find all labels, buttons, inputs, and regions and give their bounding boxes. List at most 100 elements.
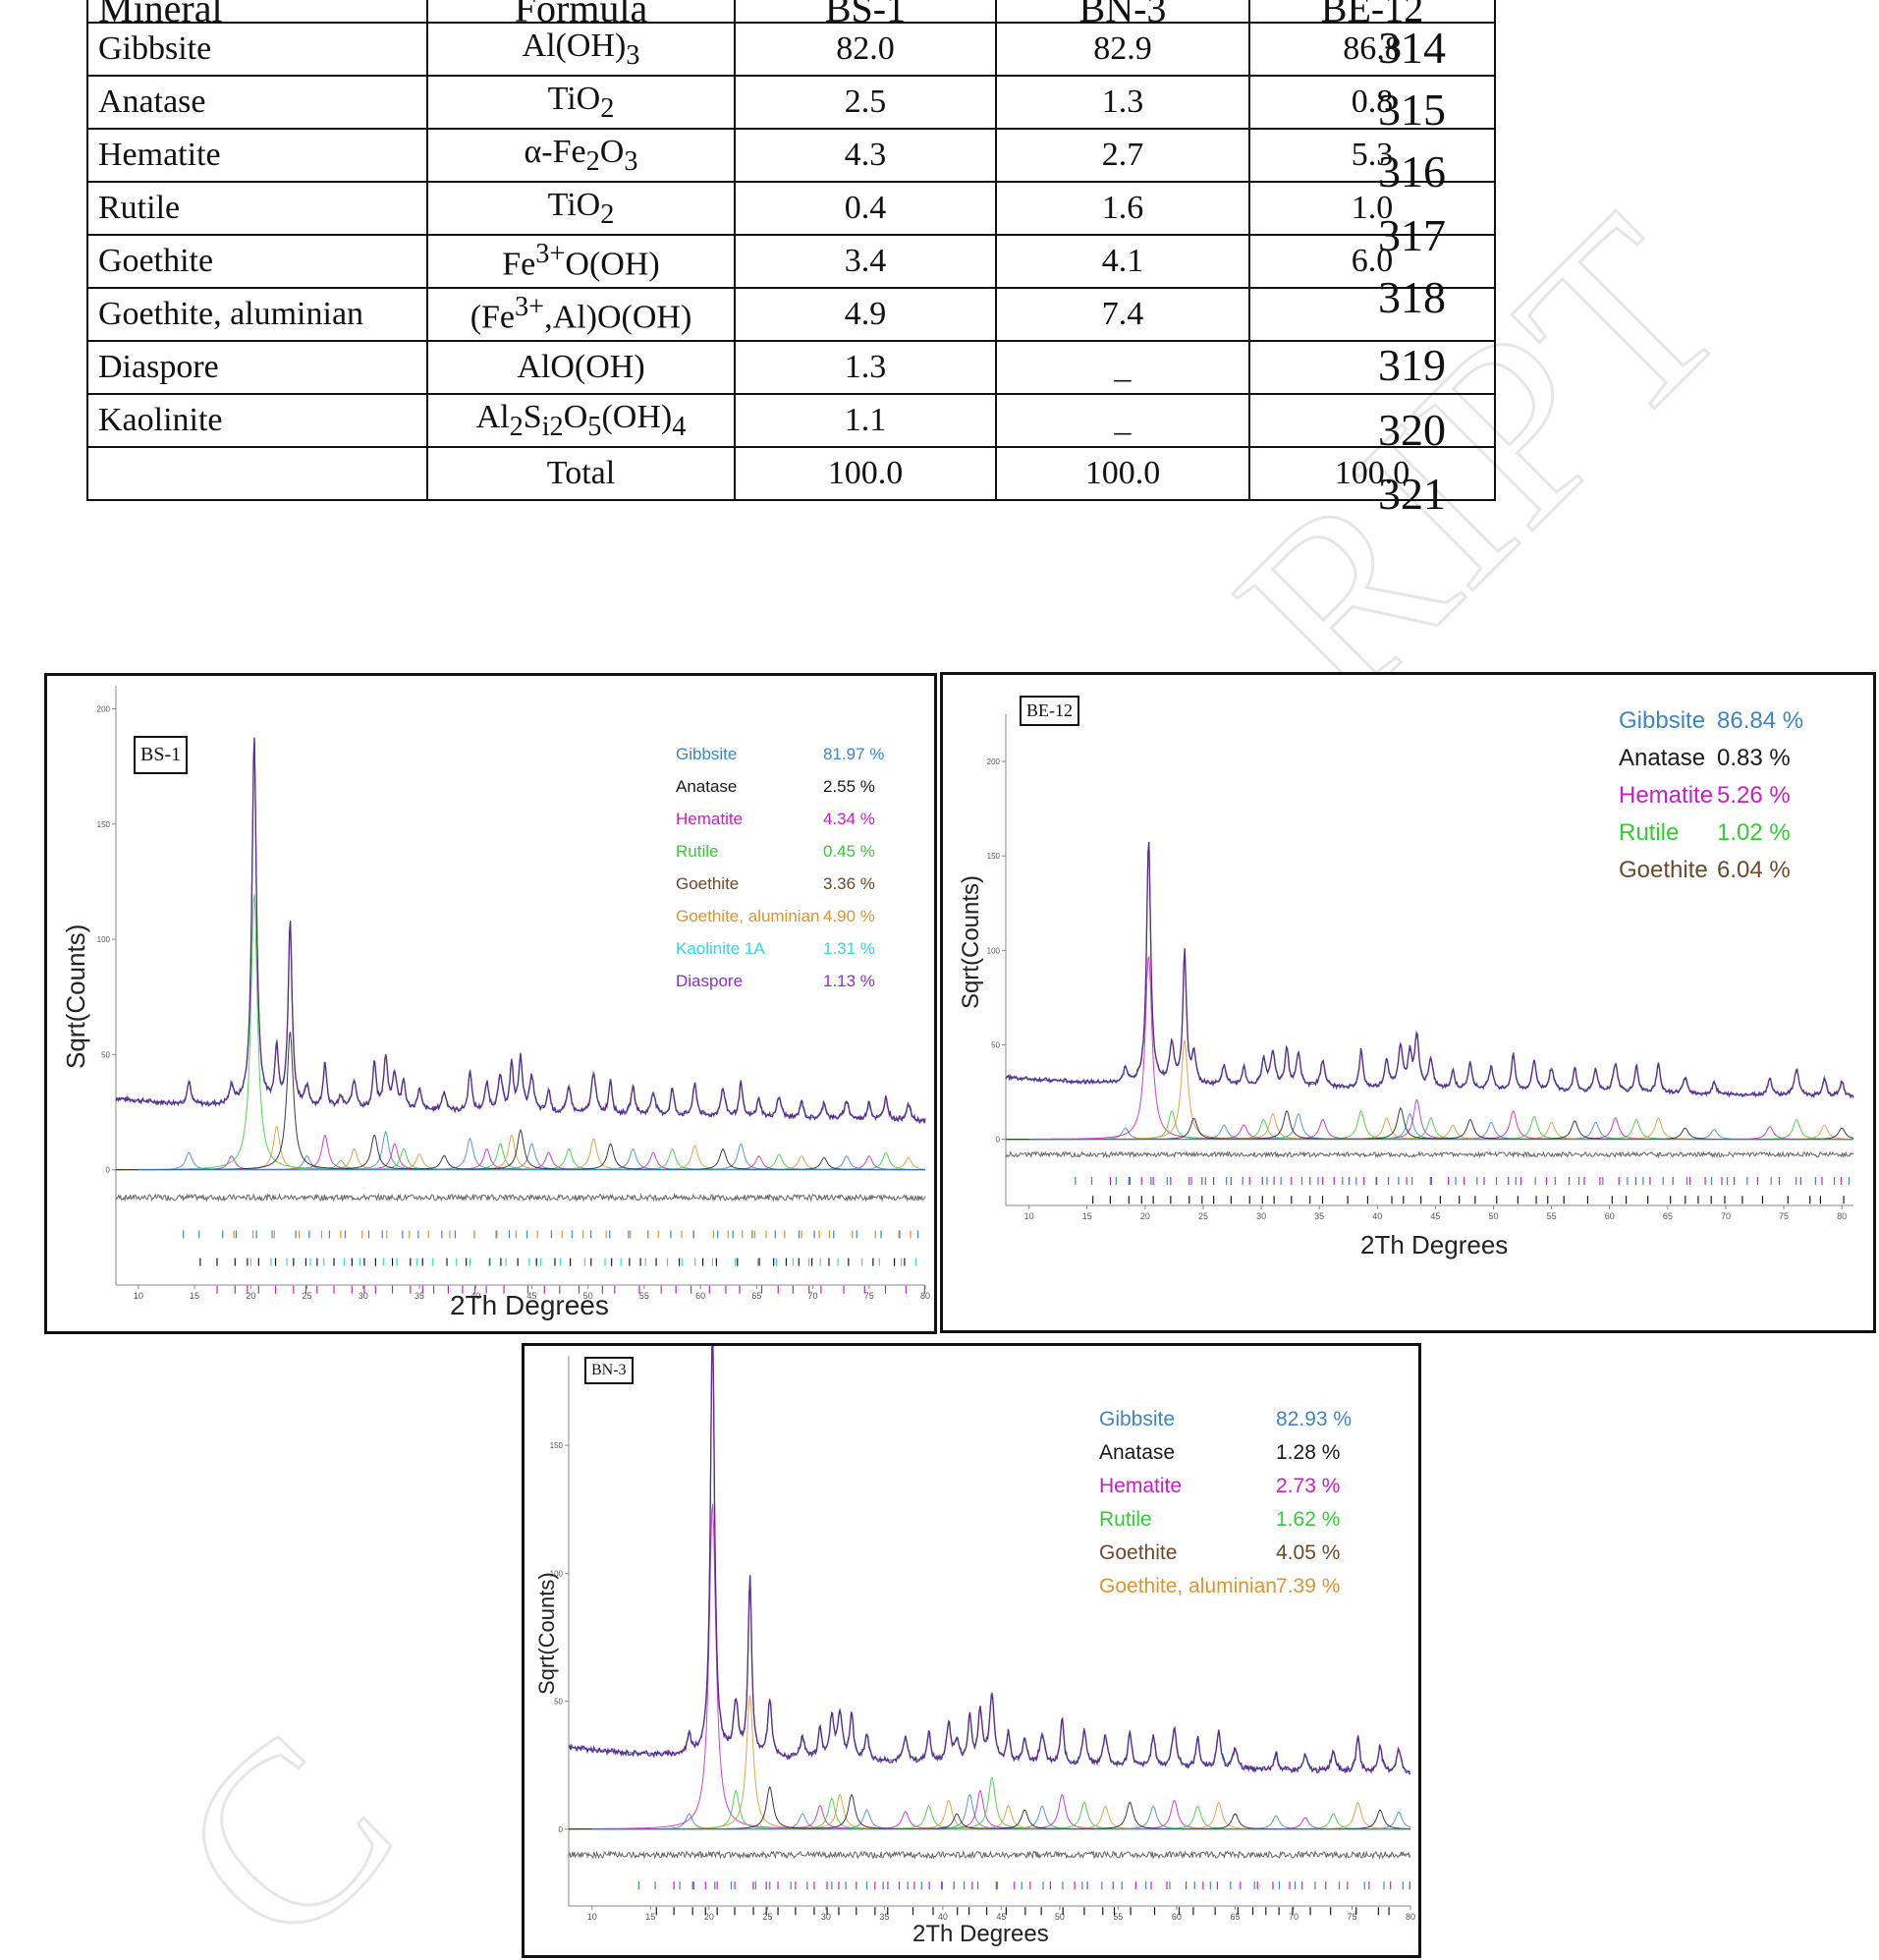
y-tick-label: 200	[97, 704, 111, 713]
panel-title: BS-1	[134, 736, 189, 774]
legend-phase-value: 82.93 %	[1276, 1408, 1353, 1430]
table-row: Total 100.0 100.0 100.0	[86, 446, 1496, 501]
y-tick-label: 150	[550, 1441, 564, 1450]
x-tick-label: 80	[920, 1291, 930, 1301]
mineral-cell: Hematite	[86, 128, 428, 183]
line-number: 314	[1378, 23, 1446, 73]
legend-entry: Rutile 1.02 %	[1619, 819, 1803, 857]
legend-phase-name: Goethite, aluminian	[676, 907, 820, 925]
legend-entry: Goethite 3.36 %	[676, 874, 884, 907]
be12-value: 100.0	[1248, 446, 1496, 501]
legend-entry: Kaolinite 1A 1.31 %	[676, 939, 884, 972]
legend-entry: Anatase 0.83 %	[1619, 745, 1803, 782]
legend-phase-value: 86.84 %	[1717, 707, 1804, 734]
x-tick-label: 20	[1140, 1211, 1150, 1221]
svg-text:C: C	[125, 1679, 445, 1960]
y-tick-label: 150	[987, 852, 1001, 861]
bn3-value: _	[995, 340, 1250, 395]
be12-value	[1248, 340, 1496, 395]
x-tick-label: 80	[1837, 1211, 1847, 1221]
be12-value: 86.8	[1248, 22, 1496, 77]
x-tick-label: 30	[1256, 1211, 1266, 1221]
x-tick-label: 30	[821, 1912, 831, 1922]
y-tick-label: 50	[991, 1041, 1000, 1050]
mineral-cell: Kaolinite	[86, 393, 428, 448]
legend-phase-value: 1.13 %	[823, 972, 875, 990]
legend-phase-name: Hematite	[1619, 782, 1714, 809]
y-axis-label: Sqrt(Counts)	[61, 924, 90, 1069]
legend-entry: Goethite, aluminian 4.90 %	[676, 907, 884, 939]
bn3-value: 2.7	[995, 128, 1250, 183]
legend-phase-name: Gibbsite	[1099, 1408, 1176, 1430]
x-axis-label: 2Th Degrees	[912, 1921, 1049, 1947]
x-tick-label: 55	[1547, 1211, 1557, 1221]
x-axis-label: 2Th Degrees	[450, 1290, 609, 1320]
x-tick-label: 40	[1372, 1211, 1382, 1221]
legend-entry: Diaspore 1.13 %	[676, 972, 884, 1004]
x-tick-label: 10	[1024, 1211, 1034, 1221]
mineral-cell: Anatase	[86, 75, 428, 130]
difference-curve	[1005, 1150, 1854, 1159]
legend-entry: Anatase 2.55 %	[676, 777, 884, 810]
y-tick-label: 100	[987, 946, 1001, 955]
phase-profile	[1006, 1107, 1854, 1141]
bn3-value: 100.0	[995, 446, 1250, 501]
phase-profile	[1006, 956, 1853, 1141]
xrd-panel-bs1: 10 15 20 25 30 35 40 45 50 55 60 65 70 75 80 0 50 100 150 2…	[44, 673, 937, 1334]
legend-phase-value: 4.34 %	[823, 810, 875, 828]
legend-entry: Gibbsite 81.97 %	[676, 745, 884, 777]
formula-cell: TiO2	[426, 75, 736, 130]
legend-phase-name: Anatase	[1619, 745, 1706, 771]
legend-phase-name: Anatase	[676, 777, 738, 796]
x-tick-label: 35	[1314, 1211, 1324, 1221]
x-tick-label: 25	[303, 1291, 312, 1301]
x-tick-label: 45	[1430, 1211, 1440, 1221]
line-number: 319	[1378, 340, 1446, 390]
legend-entry: Hematite 2.73 %	[1099, 1475, 1352, 1508]
bn3-value: 1.6	[995, 181, 1250, 236]
difference-curve	[115, 1193, 926, 1203]
y-tick-label: 200	[987, 757, 1001, 766]
table-header-row: Mineral Formula BS-1 BN-3 BE-12	[86, 0, 1496, 24]
mineral-cell: Rutile	[86, 181, 428, 236]
formula-cell: Total	[426, 446, 736, 501]
header-mineral: Mineral	[86, 0, 428, 24]
x-tick-label: 70	[1721, 1211, 1731, 1221]
table-row: Goethite, aluminian (Fe3+,Al)O(OH) 4.9 7.4	[86, 287, 1496, 342]
mineral-composition-table: Mineral Formula BS-1 BN-3 BE-12 Gibbsite…	[86, 0, 1496, 501]
legend-phase-value: 4.05 %	[1276, 1541, 1341, 1564]
panel-title: BN-3	[584, 1357, 634, 1384]
bs1-value: 1.3	[734, 340, 997, 395]
x-tick-label: 25	[762, 1912, 772, 1922]
line-number: 315	[1378, 84, 1446, 135]
phase-legend: Gibbsite 81.97 % Anatase 2.55 % Hematite 4.34…	[676, 745, 884, 1004]
legend-entry: Gibbsite 82.93 %	[1099, 1408, 1352, 1441]
x-tick-label: 70	[1289, 1912, 1299, 1922]
bs1-value: 0.4	[734, 181, 997, 236]
mineral-cell: Diaspore	[86, 340, 428, 395]
be12-value: 6.0	[1248, 234, 1496, 289]
formula-cell: Al(OH)3	[426, 22, 736, 77]
line-number: 316	[1378, 146, 1446, 196]
x-tick-label: 15	[1082, 1211, 1092, 1221]
table-row: Diaspore AlO(OH) 1.3 _	[86, 340, 1496, 395]
x-tick-label: 55	[639, 1291, 649, 1301]
x-axis-label: 2Th Degrees	[1360, 1230, 1509, 1260]
legend-phase-name: Diaspore	[676, 972, 744, 990]
bs1-value: 1.1	[734, 393, 997, 448]
line-number: 317	[1378, 210, 1446, 260]
x-tick-label: 15	[645, 1912, 655, 1922]
xrd-panel-bn3: 10 15 20 25 30 35 40 45 50 55 60 65 70 75 80 0 50 100 150 …	[522, 1343, 1421, 1958]
legend-entry: Rutile 0.45 %	[676, 842, 884, 874]
observed-profile	[1005, 841, 1854, 1099]
phase-profile	[569, 1777, 1410, 1830]
header-bn3: BN-3	[995, 0, 1250, 24]
x-tick-label: 20	[246, 1291, 255, 1301]
observed-profile	[568, 1346, 1411, 1775]
bn3-value: 82.9	[995, 22, 1250, 77]
legend-phase-name: Goethite, aluminian	[1099, 1575, 1277, 1597]
x-tick-label: 75	[1347, 1912, 1356, 1922]
mineral-cell: Goethite	[86, 234, 428, 289]
legend-phase-value: 0.45 %	[823, 842, 875, 861]
xrd-panel-be12: 10 15 20 25 30 35 40 45 50 55 60 65 70 75 80 0 50 100 150 2…	[940, 672, 1876, 1333]
